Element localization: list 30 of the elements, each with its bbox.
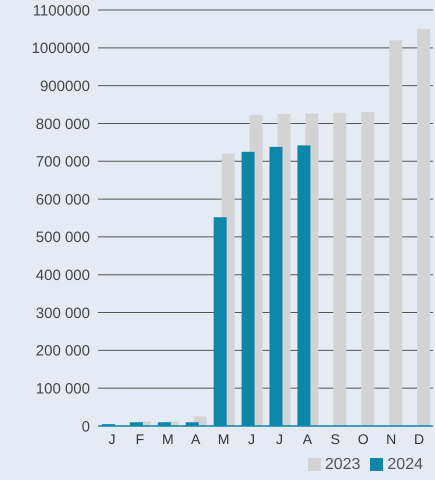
y-tick-label: 300 000 (36, 304, 90, 322)
bar (417, 28, 430, 426)
x-tick-label: D (414, 430, 424, 447)
y-tick-label: 1000000 (32, 40, 90, 58)
y-tick-label: 1100000 (32, 2, 90, 20)
x-tick-label: S (330, 430, 340, 447)
y-tick-label: 600 000 (36, 191, 90, 208)
x-tick-label: M (218, 430, 230, 447)
y-tick-label: 0 (82, 418, 90, 436)
legend-label: 2024 (387, 456, 423, 473)
x-tick-label: J (276, 430, 283, 447)
y-tick-label: 800 000 (36, 116, 90, 133)
bar (333, 112, 346, 426)
y-tick-label: 900000 (40, 78, 90, 95)
x-tick-label: A (191, 430, 202, 447)
x-tick-label: A (302, 430, 313, 447)
bar (389, 40, 402, 426)
bar (361, 112, 374, 426)
y-tick-label: 100 000 (36, 380, 90, 398)
y-tick-label: 200 000 (36, 342, 90, 360)
x-tick-label: O (358, 430, 369, 447)
x-tick-label: F (136, 430, 144, 447)
x-tick-label: M (162, 430, 174, 447)
y-tick-label: 500 000 (36, 229, 90, 246)
y-tick-label: 700 000 (36, 154, 90, 171)
x-tick-label: N (386, 430, 396, 447)
legend-label: 2023 (324, 456, 360, 473)
x-tick-label: J (108, 430, 116, 447)
y-tick-label: 400 000 (36, 267, 90, 284)
x-tick-label: J (248, 430, 256, 447)
